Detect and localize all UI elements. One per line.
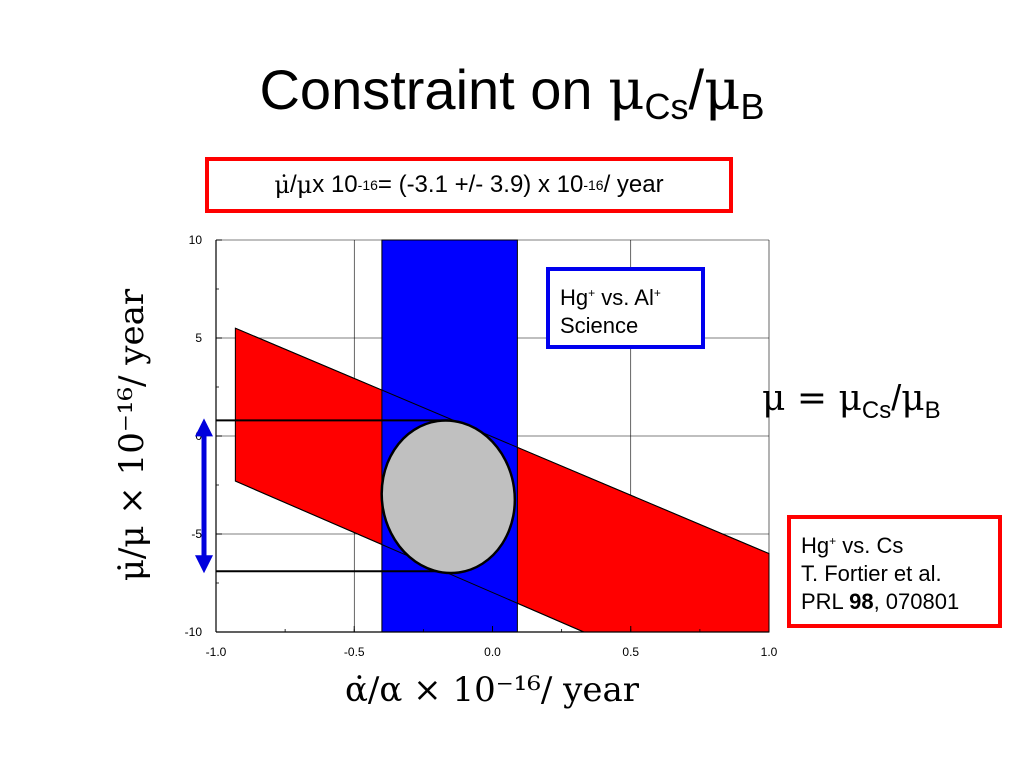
result-box: μ̇ / μ x 10 -16 = (-3.1 +/- 3.9) x 10 -16 …	[205, 157, 733, 213]
result-mu-dot: μ̇	[274, 171, 290, 199]
mu-range-arrow-head-down	[195, 555, 213, 574]
mu-def-sub-cs: Cs	[861, 397, 892, 424]
x-tick-label-0: -1.0	[206, 645, 227, 659]
x-tick-label-3: 0.5	[622, 645, 639, 659]
x-tick-label-1: -0.5	[344, 645, 365, 659]
mu-definition: μ = μCs/μB	[762, 377, 941, 425]
mu-def-mu-b: μ	[901, 378, 925, 419]
mu-def-sub-b: B	[924, 397, 941, 424]
hg-al-vs: vs. Al	[595, 285, 654, 310]
x-tick-label-4: 1.0	[761, 645, 778, 659]
hg-cs-line1: Hg+ vs. Cs	[801, 527, 988, 560]
hg-cs-upper-edge	[235, 327, 770, 555]
hg-cs-line2: T. Fortier et al.	[801, 561, 942, 586]
hg-al-line2: Science	[560, 313, 639, 338]
hg-al-sup-a: +	[588, 286, 596, 300]
x-axis-label: α̇/α × 10⁻¹⁶/ year	[344, 670, 640, 710]
hg-al-label-box: Hg+ vs. Al+ Science	[546, 267, 705, 349]
mu-def-lhs: μ =	[762, 378, 839, 419]
y-axis-label: μ̇/μ × 10⁻¹⁶/ year	[112, 288, 152, 582]
y-tick-label-4: -10	[185, 625, 203, 639]
title-sub-b: B	[740, 86, 765, 127]
title-sub-cs: Cs	[644, 86, 689, 127]
hg-al-hg: Hg	[560, 285, 589, 310]
result-part3: = (-3.1 +/- 3.9) x 10	[377, 171, 584, 198]
hg-al-line1: Hg+ vs. Al+	[560, 279, 691, 312]
result-part2: x 10	[312, 171, 358, 198]
result-part4: / year	[603, 171, 664, 198]
hg-cs-volume: 98	[849, 589, 874, 614]
hg-cs-vs: vs. Cs	[836, 533, 904, 558]
title-separator: /	[688, 58, 705, 121]
result-exp1: -16	[357, 177, 378, 193]
result-exp2: -16	[583, 177, 604, 193]
title-text: Constraint on	[259, 58, 609, 121]
hg-cs-hg: Hg	[801, 533, 830, 558]
title-mu-b: μ	[704, 58, 741, 123]
hg-cs-label-box: Hg+ vs. Cs T. Fortier et al. PRL 98, 070…	[787, 515, 1002, 628]
result-part1: /	[290, 171, 297, 198]
y-tick-label-1: 5	[195, 331, 202, 345]
hg-cs-prl: PRL	[801, 589, 850, 614]
y-tick-label-3: -5	[191, 527, 202, 541]
mu-def-mu-cs: μ	[838, 378, 862, 419]
hg-al-sup-b: +	[653, 286, 661, 300]
hg-cs-line3: PRL 98, 070801	[801, 588, 988, 616]
hg-cs-page: , 070801	[873, 589, 960, 614]
y-tick-label-0: 10	[189, 233, 203, 247]
mu-range-arrow-head-up	[195, 418, 213, 437]
slide-title: Constraint on μCs/μB	[0, 55, 1024, 142]
combined-ellipse	[380, 419, 517, 575]
hg-cs-sup: +	[829, 534, 837, 548]
mu-def-sep: /	[891, 377, 902, 418]
x-tick-label-2: 0.0	[484, 645, 501, 659]
result-mu: μ	[296, 171, 313, 199]
title-mu-cs: μ	[608, 58, 645, 123]
